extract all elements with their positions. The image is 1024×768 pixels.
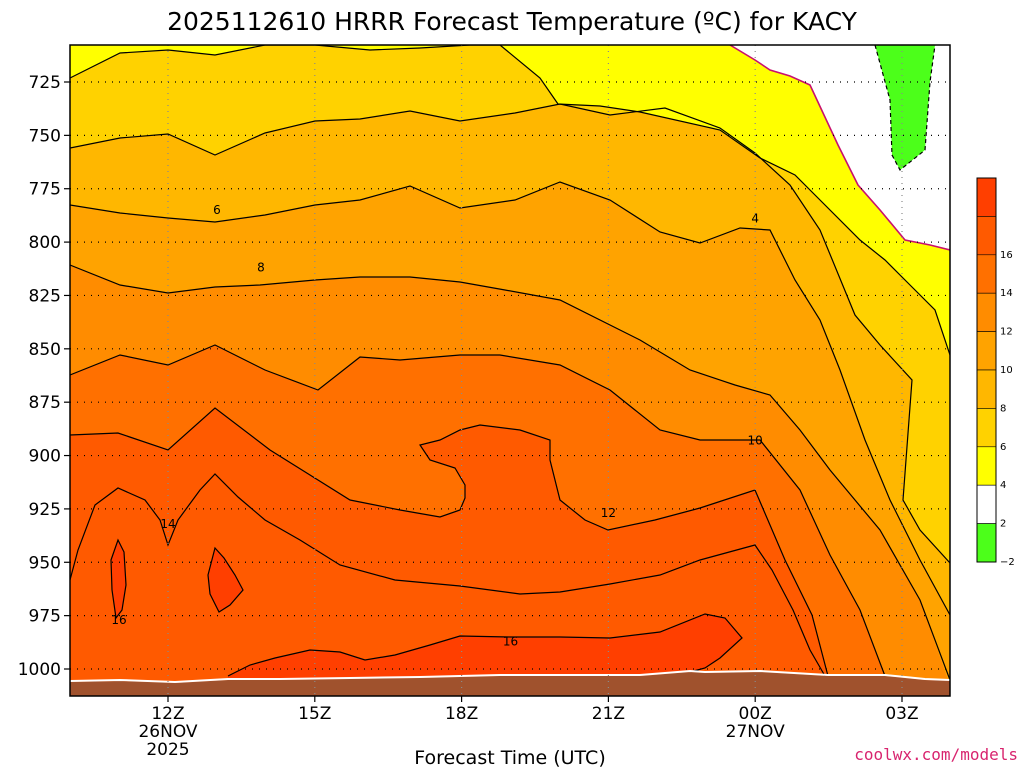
- colorbar-swatch: [976, 369, 997, 409]
- chart-title: 2025112610 HRRR Forecast Temperature (ºC…: [167, 7, 858, 36]
- y-tick-label: 1000: [18, 660, 61, 680]
- colorbar-tick-label: 16: [1000, 250, 1013, 261]
- colorbar-swatch: [976, 254, 997, 294]
- contour-label: 16: [111, 613, 126, 627]
- colorbar-swatch: [976, 484, 997, 524]
- contour-lines: [70, 45, 950, 681]
- contour-4-lower: [70, 103, 950, 564]
- contour-16-left: [110, 538, 127, 620]
- contour-label: 16: [503, 634, 518, 648]
- colorbar-frame: [976, 177, 997, 563]
- y-tick-label: 850: [29, 340, 61, 360]
- y-tick-label: 750: [29, 126, 61, 146]
- colorbar-swatch: [976, 216, 997, 256]
- freezing-line: [729, 45, 950, 251]
- y-tick-label: 900: [29, 447, 61, 467]
- band-below-0: [875, 45, 935, 170]
- band-6-8: [70, 45, 950, 615]
- x-tick-label: 03Z: [885, 704, 918, 724]
- x-tick-label: 2025: [146, 740, 189, 760]
- colorbar-tick-label: 4: [1000, 480, 1006, 491]
- x-tick-label: 27NOV: [726, 722, 785, 742]
- contour-6: [70, 181, 950, 616]
- colorbar-tick-label: 10: [1000, 365, 1013, 376]
- x-tick-label: 26NOV: [138, 722, 197, 742]
- colorbar-swatch: [976, 446, 997, 486]
- contour-label: 12: [601, 506, 616, 520]
- ground-edge: [70, 669, 950, 684]
- contour-10: [70, 344, 886, 677]
- contour-12: [70, 407, 829, 677]
- grid-lines: [70, 45, 950, 696]
- colorbar-tick-label: 6: [1000, 442, 1006, 453]
- colorbar-swatch: [976, 292, 997, 332]
- contour-16-low: [227, 613, 743, 677]
- x-tick-label: 12Z: [151, 704, 184, 724]
- y-tick-label: 925: [29, 500, 61, 520]
- y-tick-label: 975: [29, 607, 61, 627]
- contour-label: 14: [160, 517, 175, 531]
- band-local-16: [111, 540, 742, 680]
- colorbar-tick-label: 2: [1000, 519, 1006, 530]
- credit-text: coolwx.com/models: [854, 745, 1018, 764]
- x-tick-label: 21Z: [592, 704, 625, 724]
- plot-frame: [69, 44, 951, 697]
- contour-14: [70, 473, 826, 677]
- contour-label: 4: [751, 212, 759, 226]
- contour-label: 10: [748, 434, 763, 448]
- contour-16-mid: [207, 546, 244, 613]
- colorbar-swatch: [976, 408, 997, 448]
- x-tick-label: 00Z: [739, 704, 772, 724]
- y-tick-label: 775: [29, 180, 61, 200]
- y-axis: 725 750 775 800 825 850 875 900 925 950 975 1000: [18, 73, 70, 680]
- colorbar-tick-label: 14: [1000, 288, 1013, 299]
- y-tick-label: 950: [29, 553, 61, 573]
- colorbar: 16 14 12 10 8 6 4 2 −2: [976, 177, 1015, 568]
- y-tick-label: 725: [29, 73, 61, 93]
- x-axis-title: Forecast Time (UTC): [414, 747, 605, 768]
- y-tick-label: 800: [29, 233, 61, 253]
- x-tick-label: 15Z: [298, 704, 331, 724]
- ground: [70, 672, 950, 696]
- colorbar-swatch: [976, 523, 997, 563]
- colorbar-swatch: [976, 177, 997, 217]
- contour-label: 8: [257, 261, 265, 275]
- colorbar-tick-label: 8: [1000, 403, 1006, 414]
- y-tick-label: 875: [29, 393, 61, 413]
- colorbar-tick-label: 12: [1000, 327, 1013, 338]
- y-tick-label: 825: [29, 286, 61, 306]
- x-tick-label: 18Z: [445, 704, 478, 724]
- colorbar-swatch: [976, 331, 997, 371]
- band-2-4: [70, 45, 950, 355]
- contour-below-0: [874, 45, 936, 171]
- contour-label: 6: [213, 203, 221, 217]
- colorbar-tick-label: −2: [1000, 557, 1015, 568]
- plot-area: 4 6 8 10 12 14 16 16: [70, 45, 950, 696]
- contour-labels: 4 6 8 10 12 14 16 16: [111, 203, 762, 648]
